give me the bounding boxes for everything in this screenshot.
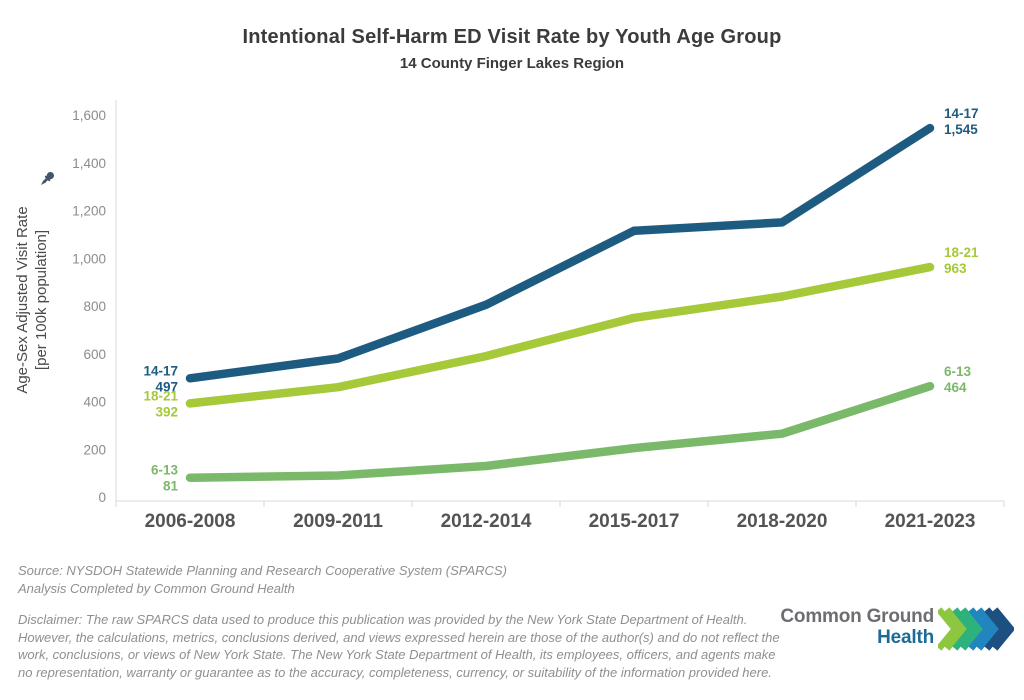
y-tick-label: 400 bbox=[83, 395, 106, 410]
chart-subtitle: 14 County Finger Lakes Region bbox=[399, 55, 625, 72]
y-tick-label: 200 bbox=[83, 442, 106, 457]
x-tick-label: 2006-2008 bbox=[145, 511, 236, 532]
series-start-value: 497 bbox=[155, 379, 178, 394]
series-start-name: 18-21 bbox=[143, 388, 178, 403]
series-end-name: 6-13 bbox=[944, 364, 972, 379]
series-line-18-21 bbox=[185, 262, 935, 408]
source-note: Source: NYSDOH Statewide Planning and Re… bbox=[18, 562, 507, 598]
y-tick-label: 800 bbox=[83, 299, 106, 314]
chevron-right-icon bbox=[938, 607, 1014, 651]
disclaimer-text: Disclaimer: The raw SPARCS data used to … bbox=[18, 612, 780, 680]
line-chart: 0 200 400 600 800 1,000 1,200 1,400 1,600 2006-20… bbox=[72, 100, 1005, 532]
common-ground-health-logo: Common Ground Health bbox=[780, 606, 1014, 658]
series-start-name: 6-13 bbox=[151, 463, 179, 478]
x-tick-label: 2018-2020 bbox=[737, 511, 828, 532]
source-line2: Analysis Completed by Common Ground Heal… bbox=[18, 581, 295, 596]
x-tick-label: 2015-2017 bbox=[589, 511, 680, 532]
series-start-name: 14-17 bbox=[143, 363, 178, 378]
chart-title: Intentional Self-Harm ED Visit Rate by Y… bbox=[242, 26, 782, 48]
source-line1: Source: NYSDOH Statewide Planning and Re… bbox=[18, 563, 507, 578]
x-tick-label: 2021-2023 bbox=[885, 511, 976, 532]
x-tick-label: 2012-2014 bbox=[441, 511, 532, 532]
y-tick-label: 1,600 bbox=[72, 108, 106, 123]
y-tick-label: 1,000 bbox=[72, 251, 106, 266]
series-line-14-17 bbox=[185, 123, 935, 383]
series-start-value: 392 bbox=[155, 404, 178, 419]
y-tick-label: 1,400 bbox=[72, 156, 106, 171]
series-start-value: 81 bbox=[163, 479, 179, 494]
series-line-6-13 bbox=[185, 381, 935, 482]
series-end-value: 464 bbox=[944, 380, 967, 395]
x-tick-label: 2009-2011 bbox=[293, 511, 383, 532]
logo-line1: Common Ground bbox=[780, 606, 934, 627]
logo-line2: Health bbox=[877, 627, 934, 648]
y-tick-label: 1,200 bbox=[72, 204, 106, 219]
series-end-name: 14-17 bbox=[944, 106, 979, 121]
pushpin-icon bbox=[40, 172, 54, 186]
series-end-value: 1,545 bbox=[944, 122, 978, 137]
logo-wordmark: Common Ground Health bbox=[780, 606, 934, 648]
y-tick-label: 600 bbox=[83, 347, 106, 362]
series-end-value: 963 bbox=[944, 261, 967, 276]
y-tick-label: 0 bbox=[98, 490, 106, 505]
series-end-name: 18-21 bbox=[944, 245, 979, 260]
